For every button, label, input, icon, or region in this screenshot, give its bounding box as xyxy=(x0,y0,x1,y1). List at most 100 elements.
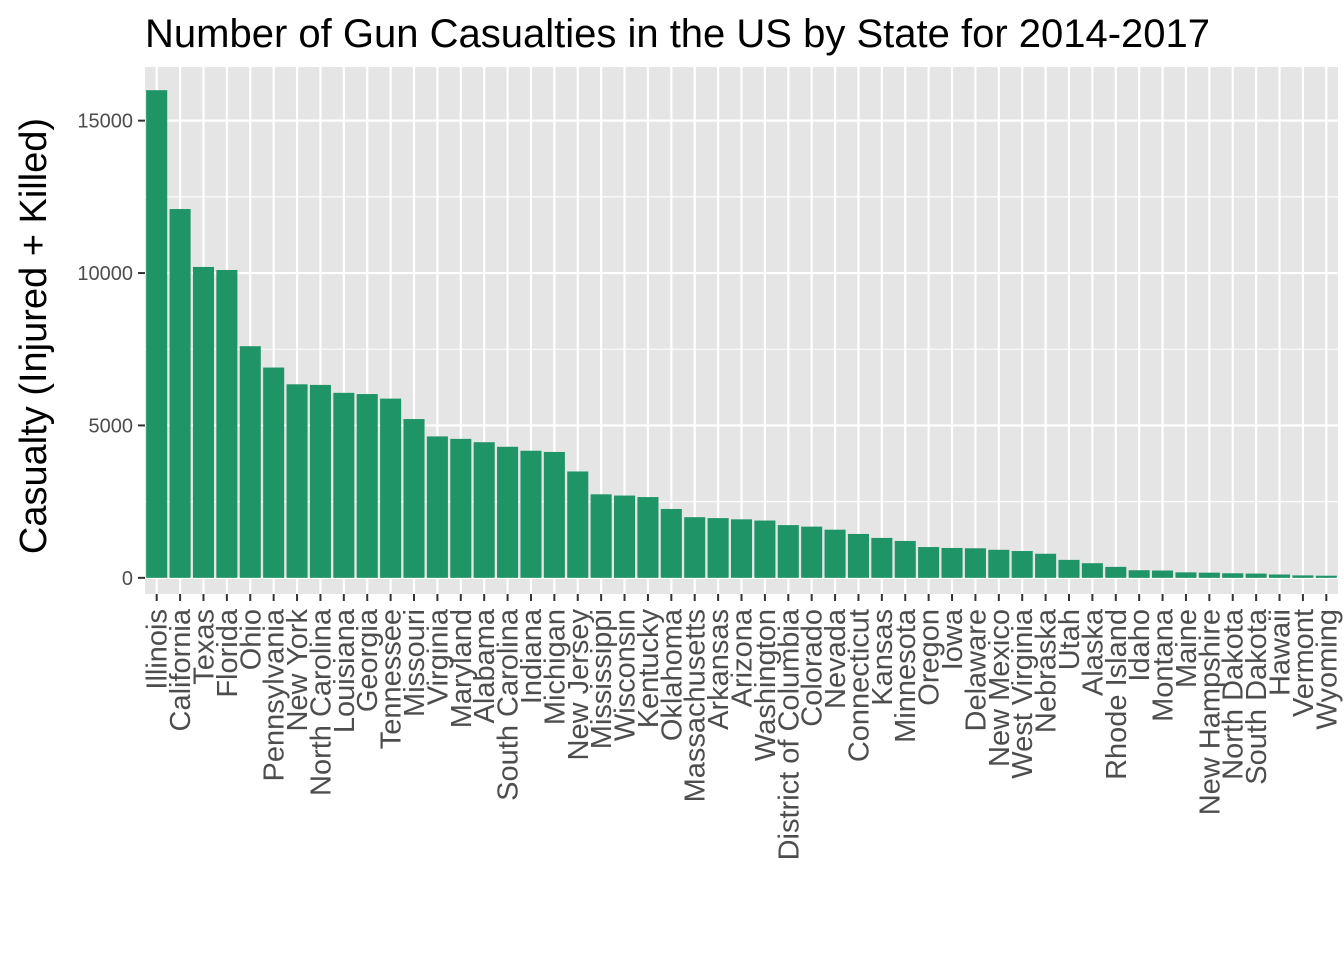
bar xyxy=(660,508,682,578)
x-tick-label: Pennsylvania xyxy=(259,608,291,781)
bar xyxy=(988,549,1010,578)
bar xyxy=(1198,572,1220,578)
bar xyxy=(801,526,823,578)
bar xyxy=(403,419,425,578)
x-tick-label: Ohio xyxy=(235,609,267,670)
bar xyxy=(637,497,659,578)
x-tick-label: Kansas xyxy=(867,609,899,706)
bar xyxy=(1128,570,1150,578)
bar xyxy=(380,398,402,578)
x-tick-label: Kentucky xyxy=(633,609,665,729)
x-tick-label: Vermont xyxy=(1288,609,1320,717)
bar xyxy=(777,525,799,578)
x-tick-label: North Carolina xyxy=(305,608,337,796)
bar xyxy=(263,367,285,578)
bar xyxy=(1222,573,1244,578)
bar xyxy=(216,269,238,578)
x-tick-label: Delaware xyxy=(960,609,992,732)
x-tick-label: Wisconsin xyxy=(610,609,642,741)
bar xyxy=(426,436,448,578)
x-tick-label: Arizona xyxy=(727,608,759,707)
bar xyxy=(192,266,215,578)
bars xyxy=(146,90,1337,578)
y-tick-label: 5000 xyxy=(89,415,134,437)
x-tick-label: Nebraska xyxy=(1031,608,1063,733)
bar xyxy=(146,90,168,578)
x-tick-label: Nevada xyxy=(820,608,852,709)
bar xyxy=(614,495,636,578)
bar xyxy=(567,471,589,578)
bar xyxy=(1245,573,1267,578)
bar xyxy=(1152,570,1174,578)
x-tick-label: Montana xyxy=(1148,608,1180,722)
bar xyxy=(1058,559,1080,578)
y-tick-label: 0 xyxy=(122,568,133,590)
y-tick-label: 15000 xyxy=(77,111,133,133)
x-tick-label: Maine xyxy=(1171,609,1203,688)
bar xyxy=(333,392,355,578)
x-tick-label: Mississippi xyxy=(586,609,618,749)
y-axis-label: Casualty (Injured + Killed) xyxy=(13,118,55,554)
x-tick-label: Alabama xyxy=(469,608,501,723)
x-tick-label: Hawaii xyxy=(1265,609,1297,696)
x-tick-label: Iowa xyxy=(937,608,969,670)
x-tick-label: Georgia xyxy=(352,608,384,712)
x-tick-label: Indiana xyxy=(516,608,548,704)
x-tick-label: Colorado xyxy=(797,609,829,727)
bar xyxy=(1268,574,1291,578)
x-tick-label: Massachusetts xyxy=(680,609,712,802)
bar xyxy=(1175,572,1197,578)
bar xyxy=(169,209,191,578)
x-tick-label: Wyoming xyxy=(1311,609,1343,730)
x-tick-label: Maryland xyxy=(446,609,478,728)
bar xyxy=(1081,563,1103,578)
x-tick-label: New Hampshire xyxy=(1194,609,1226,815)
x-tick-label: Oklahoma xyxy=(656,608,688,741)
bar xyxy=(894,540,916,578)
x-tick-label: Connecticut xyxy=(843,609,875,762)
bar xyxy=(1315,575,1337,578)
bar xyxy=(473,442,495,578)
bar xyxy=(309,384,331,578)
bar xyxy=(1105,566,1127,578)
x-tick-label: Alaska xyxy=(1077,608,1109,696)
x-tick-label: Washington xyxy=(750,609,782,761)
x-tick-label: Louisiana xyxy=(329,608,361,733)
bar xyxy=(1011,551,1033,578)
bar xyxy=(941,547,963,578)
x-tick-label: Idaho xyxy=(1124,609,1156,682)
y-axis-ticks: 0 5000 10000 15000 xyxy=(77,111,145,590)
x-tick-label: North Dakota xyxy=(1218,608,1250,780)
bar xyxy=(520,450,542,578)
x-tick-label: District of Columbia xyxy=(773,608,805,860)
x-tick-label: California xyxy=(165,608,197,731)
bar xyxy=(847,533,869,578)
x-tick-label: Oregon xyxy=(914,609,946,706)
x-tick-label: Tennessee xyxy=(376,609,408,749)
x-axis-ticks: IllinoisCaliforniaTexasFloridaOhioPennsy… xyxy=(142,594,1343,860)
x-tick-label: Missouri xyxy=(399,609,431,717)
x-tick-label: New Mexico xyxy=(984,609,1016,767)
bar xyxy=(824,529,846,578)
x-tick-label: Illinois xyxy=(142,609,174,690)
bar xyxy=(286,384,308,578)
x-tick-label: Michigan xyxy=(539,609,571,725)
x-tick-label: Arkansas xyxy=(703,609,735,730)
bar xyxy=(754,520,776,578)
x-tick-label: Texas xyxy=(188,609,220,685)
bar xyxy=(871,537,893,578)
bar xyxy=(450,438,472,578)
x-tick-label: New York xyxy=(282,609,314,732)
x-tick-label: Utah xyxy=(1054,609,1086,670)
bar xyxy=(356,394,378,578)
x-tick-label: Minnesota xyxy=(890,608,922,743)
x-tick-label: Virginia xyxy=(422,608,454,705)
bar xyxy=(590,494,612,578)
x-tick-label: South Carolina xyxy=(493,608,525,801)
bar xyxy=(1292,575,1314,578)
x-tick-label: West Virginia xyxy=(1007,608,1039,779)
chart-title: Number of Gun Casualties in the US by St… xyxy=(145,12,1210,56)
x-tick-label: Rhode Island xyxy=(1101,609,1133,780)
x-tick-label: South Dakota xyxy=(1241,608,1273,785)
